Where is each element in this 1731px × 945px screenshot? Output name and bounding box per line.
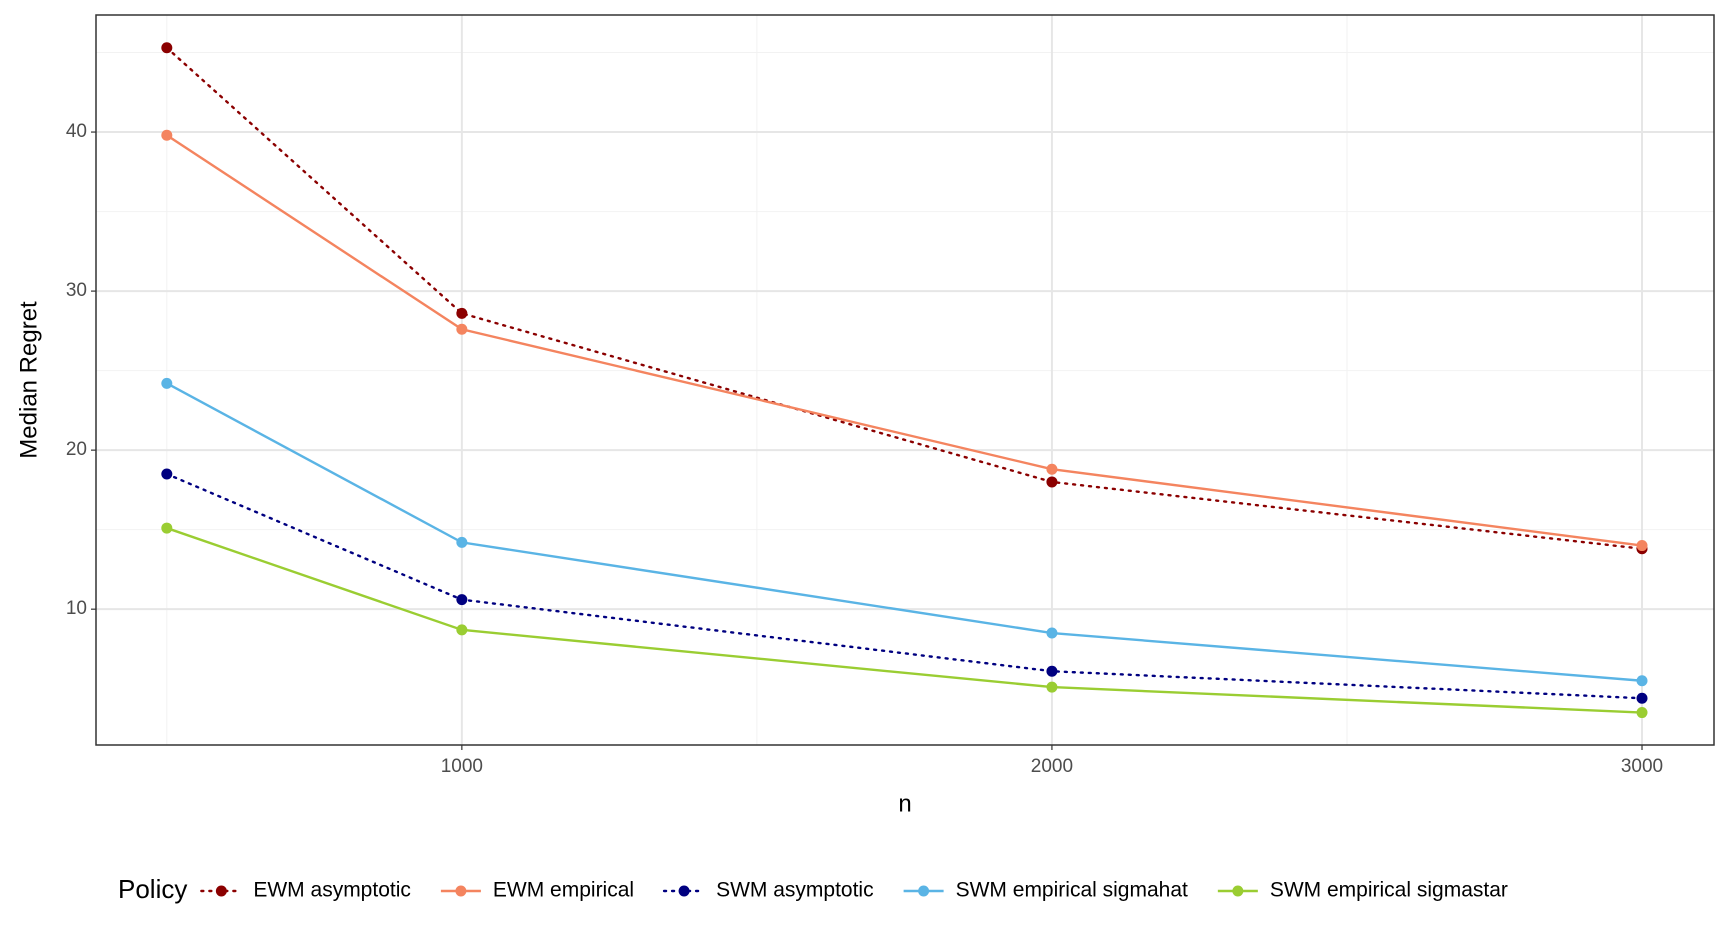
legend-label: SWM empirical sigmahat: [956, 879, 1188, 902]
data-point: [1046, 476, 1058, 488]
legend-label: EWM asymptotic: [253, 879, 411, 902]
data-point: [1046, 681, 1058, 693]
data-point: [1636, 540, 1648, 552]
data-point: [161, 42, 173, 54]
data-point: [456, 594, 468, 606]
y-axis-title: Median Regret: [15, 301, 42, 459]
legend-key-dot: [215, 885, 227, 897]
data-point: [161, 129, 173, 141]
data-point: [161, 522, 173, 534]
y-tick-label: 10: [66, 598, 87, 619]
data-point: [456, 624, 468, 636]
legend-label: SWM empirical sigmastar: [1270, 879, 1508, 902]
legend-key-dot: [455, 885, 467, 897]
x-tick-label: 3000: [1621, 756, 1663, 777]
data-point: [1046, 627, 1058, 639]
data-point: [1636, 692, 1648, 704]
series-line: [166, 134, 1643, 547]
y-tick-label: 30: [66, 280, 87, 301]
data-point: [456, 323, 468, 335]
plot-border: [95, 14, 1715, 746]
x-tick-label: 1000: [441, 756, 483, 777]
series-line: [165, 472, 1644, 700]
series-line: [166, 526, 1643, 714]
legend-label: EWM empirical: [493, 879, 634, 902]
data-point: [456, 536, 468, 548]
y-tick-label: 20: [66, 439, 87, 460]
x-axis-title: n: [898, 790, 911, 817]
data-point: [161, 468, 173, 480]
data-point: [1636, 675, 1648, 687]
legend-label: SWM asymptotic: [716, 879, 874, 902]
y-tick-label: 40: [66, 121, 87, 142]
data-point: [456, 307, 468, 319]
x-tick-label: 2000: [1031, 756, 1073, 777]
series-line: [166, 382, 1643, 682]
legend-key-dot: [918, 885, 930, 897]
data-point: [1046, 463, 1058, 475]
data-point: [1046, 665, 1058, 677]
series-line: [165, 46, 1644, 550]
data-point: [161, 377, 173, 389]
legend-key-dot: [678, 885, 690, 897]
legend-title: Policy: [118, 874, 187, 904]
legend-key-dot: [1232, 885, 1244, 897]
data-point: [1636, 707, 1648, 719]
